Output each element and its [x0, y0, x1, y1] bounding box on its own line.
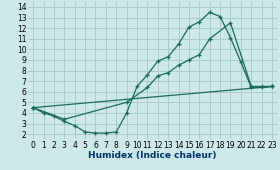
X-axis label: Humidex (Indice chaleur): Humidex (Indice chaleur): [88, 151, 217, 160]
